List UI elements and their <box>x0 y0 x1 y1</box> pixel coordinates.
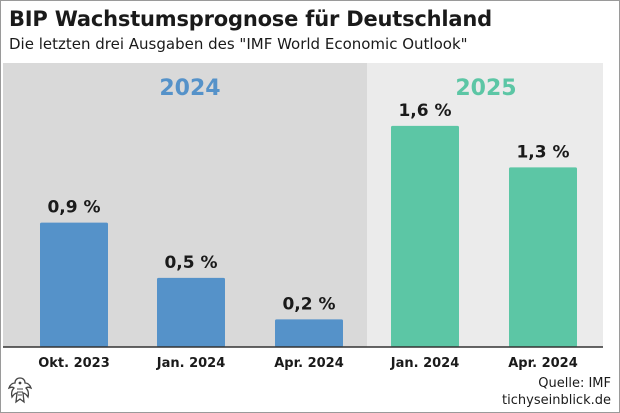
source-block: Quelle: IMF tichyseinblick.de <box>502 375 611 409</box>
group-header-2024: 2024 <box>159 76 220 101</box>
chart-title: BIP Wachstumsprognose für Deutschland <box>9 7 492 31</box>
value-label-2024-3: 0,2 % <box>282 294 335 314</box>
value-label-2024-1: 0,9 % <box>47 198 100 218</box>
source-label: Quelle: IMF <box>538 376 611 391</box>
value-label-2024-2: 0,5 % <box>164 253 217 273</box>
brand-label: tichyseinblick.de <box>502 393 611 408</box>
bar-2025-1 <box>391 125 459 347</box>
value-label-2025-2: 1,3 % <box>516 142 569 162</box>
category-label-2024-2: Jan. 2024 <box>156 356 226 371</box>
chart-subtitle: Die letzten drei Ausgaben des "IMF World… <box>9 35 468 53</box>
bar-2024-3 <box>275 319 343 347</box>
category-label-2024-1: Okt. 2023 <box>38 356 110 371</box>
bar-2024-1 <box>40 222 108 347</box>
bar-2024-2 <box>157 277 225 347</box>
category-label-2025-1: Jan. 2024 <box>390 356 460 371</box>
category-label-2025-2: Apr. 2024 <box>508 356 578 371</box>
value-label-2025-1: 1,6 % <box>398 101 451 121</box>
bar-2025-2 <box>509 167 577 347</box>
eagle-logo-icon <box>7 377 33 404</box>
group-header-2025: 2025 <box>455 76 516 101</box>
category-label-2024-3: Apr. 2024 <box>274 356 344 371</box>
